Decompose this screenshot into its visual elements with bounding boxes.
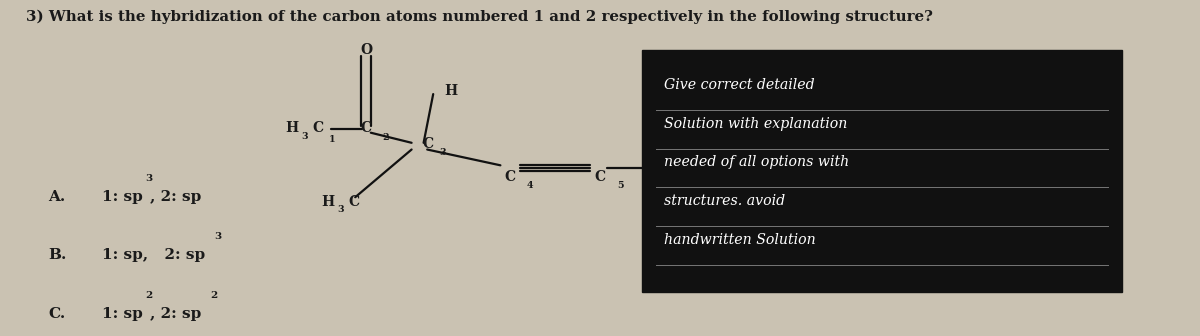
- Text: 2: 2: [145, 291, 152, 300]
- Text: H: H: [662, 159, 676, 173]
- Text: , 2: sp: , 2: sp: [150, 307, 202, 321]
- Text: 4: 4: [527, 181, 534, 190]
- Text: Solution with explanation: Solution with explanation: [664, 117, 847, 131]
- Text: C: C: [422, 137, 433, 152]
- Text: 3) What is the hybridization of the carbon atoms numbered 1 and 2 respectively i: 3) What is the hybridization of the carb…: [26, 10, 934, 25]
- FancyBboxPatch shape: [642, 50, 1122, 292]
- Text: 1: sp: 1: sp: [102, 190, 143, 204]
- Text: O: O: [360, 43, 372, 57]
- Text: 2: sp: 2: sp: [154, 248, 205, 262]
- Text: 3: 3: [215, 233, 222, 241]
- Text: Give correct detailed: Give correct detailed: [664, 78, 815, 92]
- Text: B.: B.: [48, 248, 66, 262]
- Text: C: C: [504, 170, 516, 184]
- Text: 3: 3: [301, 132, 308, 140]
- Text: C.: C.: [48, 307, 65, 321]
- Text: C: C: [594, 170, 606, 184]
- Text: C: C: [348, 195, 359, 209]
- Text: 3: 3: [439, 149, 446, 157]
- Text: handwritten Solution: handwritten Solution: [664, 233, 815, 247]
- Text: A.: A.: [48, 190, 65, 204]
- Text: structures. avoid: structures. avoid: [664, 194, 785, 208]
- Text: C: C: [360, 121, 372, 135]
- Text: H: H: [322, 195, 335, 209]
- Text: 1: sp,: 1: sp,: [102, 248, 148, 262]
- Text: needed of all options with: needed of all options with: [664, 155, 848, 169]
- Text: H: H: [444, 84, 457, 98]
- Text: C: C: [312, 121, 323, 135]
- Text: , 2: sp: , 2: sp: [150, 190, 202, 204]
- Text: 3: 3: [145, 174, 152, 182]
- Text: 5: 5: [617, 181, 623, 190]
- Text: 2: 2: [383, 133, 390, 142]
- Text: 1: sp: 1: sp: [102, 307, 143, 321]
- Text: H: H: [286, 121, 299, 135]
- Text: 3: 3: [337, 206, 344, 214]
- Text: 1: 1: [329, 135, 336, 144]
- Text: 2: 2: [210, 291, 217, 300]
